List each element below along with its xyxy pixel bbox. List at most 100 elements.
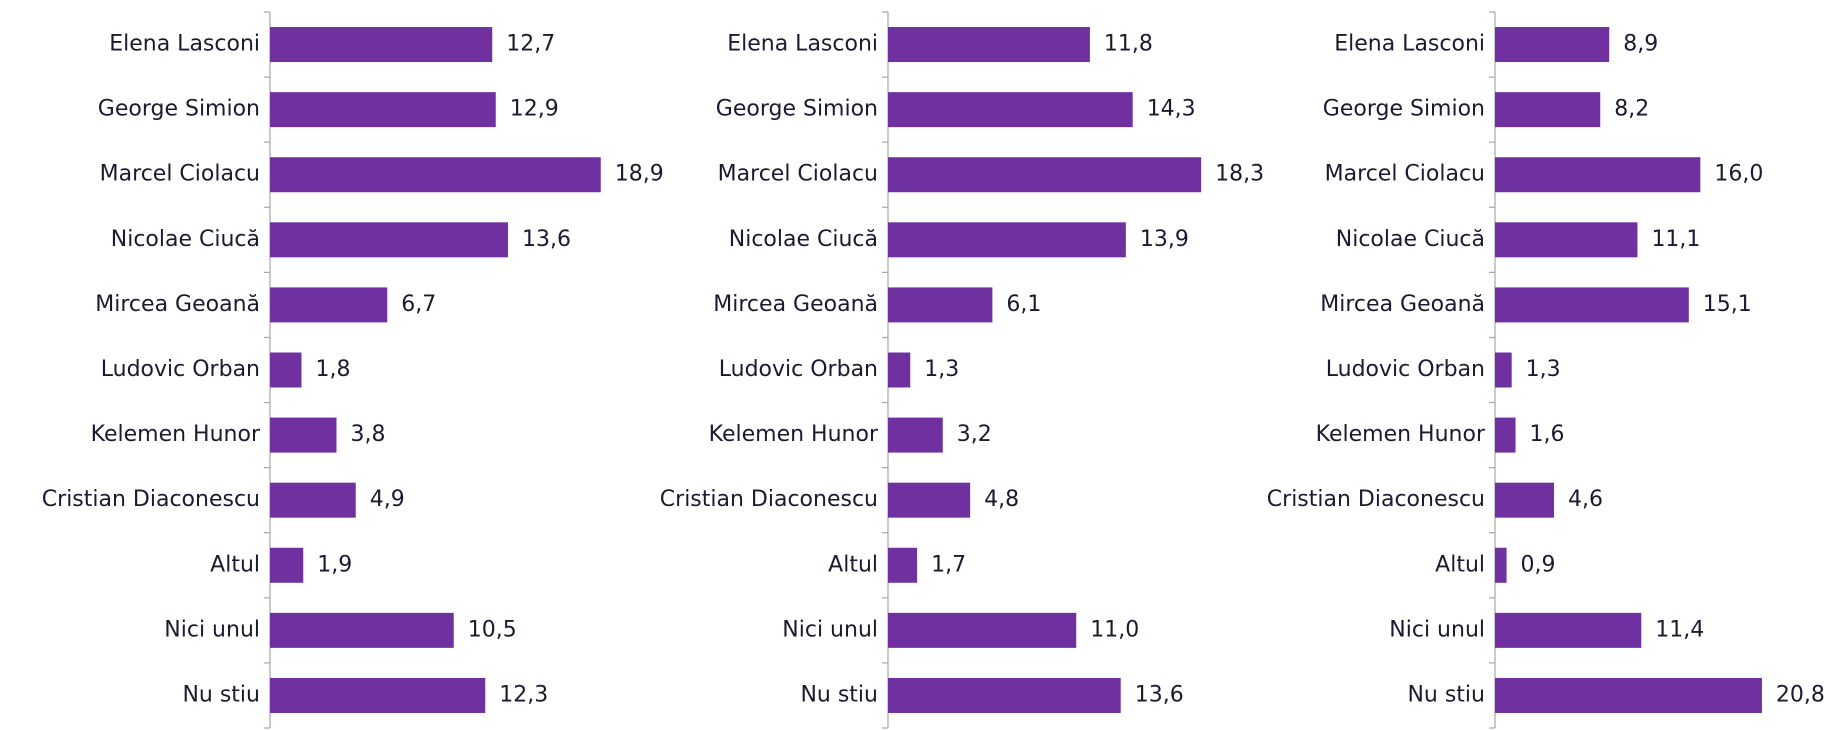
bar <box>270 352 302 388</box>
value-label: 4,8 <box>984 487 1019 512</box>
bar-chart: Elena Lasconi 8,9 George Simion 8,2 Marcel C… <box>1267 11 1825 729</box>
bar <box>888 92 1133 128</box>
category-label: Altul <box>210 552 260 577</box>
bar <box>888 352 911 388</box>
category-label: Mircea Geoană <box>713 292 878 317</box>
bar <box>270 677 486 713</box>
category-label: Nu stiu <box>800 682 878 707</box>
category-label: Kelemen Hunor <box>91 422 261 447</box>
category-label: Elena Lasconi <box>1334 32 1485 57</box>
bar <box>270 92 496 128</box>
bar <box>888 677 1121 713</box>
value-label: 6,7 <box>401 292 436 317</box>
value-label: 13,9 <box>1140 227 1189 252</box>
category-label: Nici unul <box>782 617 878 642</box>
category-label: Kelemen Hunor <box>709 422 879 447</box>
category-label: Nu stiu <box>1407 682 1485 707</box>
value-label: 15,1 <box>1703 292 1752 317</box>
category-label: George Simion <box>1323 97 1485 122</box>
category-label: George Simion <box>98 97 260 122</box>
value-label: 1,7 <box>931 552 966 577</box>
value-label: 10,5 <box>468 617 517 642</box>
value-label: 11,1 <box>1651 227 1700 252</box>
value-label: 16,0 <box>1714 162 1763 187</box>
bar <box>270 27 493 63</box>
value-label: 20,8 <box>1776 682 1825 707</box>
bar <box>1495 157 1701 193</box>
bar <box>270 547 304 583</box>
value-label: 11,0 <box>1090 617 1139 642</box>
value-label: 3,2 <box>957 422 992 447</box>
value-label: 13,6 <box>1135 682 1184 707</box>
value-label: 1,3 <box>1526 357 1561 382</box>
category-label: Nici unul <box>1389 617 1485 642</box>
category-label: Ludovic Orban <box>101 357 260 382</box>
value-label: 13,6 <box>522 227 571 252</box>
bar <box>1495 27 1610 63</box>
value-label: 12,9 <box>510 97 559 122</box>
category-label: Mircea Geoană <box>95 292 260 317</box>
value-label: 8,2 <box>1614 97 1649 122</box>
category-label: George Simion <box>716 97 878 122</box>
value-label: 11,8 <box>1104 32 1153 57</box>
category-label: Ludovic Orban <box>1326 357 1485 382</box>
value-label: 12,3 <box>499 682 548 707</box>
bar-chart: Elena Lasconi 11,8 George Simion 14,3 Marcel… <box>660 11 1264 729</box>
bar <box>1495 92 1601 128</box>
value-label: 12,7 <box>506 32 555 57</box>
bar <box>888 482 971 518</box>
bar <box>1495 352 1512 388</box>
bar <box>1495 547 1507 583</box>
category-label: Marcel Ciolacu <box>1325 162 1485 187</box>
value-label: 6,1 <box>1006 292 1041 317</box>
value-label: 4,6 <box>1568 487 1603 512</box>
category-label: Nu stiu <box>182 682 260 707</box>
value-label: 1,8 <box>316 357 351 382</box>
bar <box>1495 677 1762 713</box>
bar <box>270 287 388 323</box>
bar <box>888 222 1126 258</box>
category-label: Marcel Ciolacu <box>718 162 878 187</box>
bar-chart: Elena Lasconi 12,7 George Simion 12,9 Marcel… <box>42 11 664 729</box>
bar <box>888 287 993 323</box>
bar <box>888 417 943 453</box>
category-label: Cristian Diaconescu <box>1267 487 1485 512</box>
category-label: Nicolae Ciucă <box>111 227 260 252</box>
bar <box>888 547 918 583</box>
category-label: Elena Lasconi <box>727 32 878 57</box>
category-label: Cristian Diaconescu <box>42 487 260 512</box>
bar <box>270 222 508 258</box>
category-label: Nicolae Ciucă <box>1336 227 1485 252</box>
category-label: Cristian Diaconescu <box>660 487 878 512</box>
category-label: Altul <box>1435 552 1485 577</box>
bar <box>888 612 1077 648</box>
value-label: 18,3 <box>1215 162 1264 187</box>
value-label: 1,3 <box>924 357 959 382</box>
value-label: 0,9 <box>1521 552 1556 577</box>
value-label: 8,9 <box>1623 32 1658 57</box>
bar <box>270 482 356 518</box>
value-label: 1,9 <box>317 552 352 577</box>
category-label: Ludovic Orban <box>719 357 878 382</box>
category-label: Altul <box>828 552 878 577</box>
value-label: 11,4 <box>1655 617 1704 642</box>
bar <box>888 27 1090 63</box>
bar <box>1495 287 1689 323</box>
category-label: Mircea Geoană <box>1320 292 1485 317</box>
value-label: 14,3 <box>1147 97 1196 122</box>
bar <box>270 417 337 453</box>
value-label: 1,6 <box>1530 422 1565 447</box>
bar <box>1495 612 1642 648</box>
value-label: 18,9 <box>615 162 664 187</box>
category-label: Kelemen Hunor <box>1316 422 1486 447</box>
category-label: Nici unul <box>164 617 260 642</box>
category-label: Marcel Ciolacu <box>100 162 260 187</box>
value-label: 4,9 <box>370 487 405 512</box>
bar <box>1495 417 1516 453</box>
category-label: Elena Lasconi <box>109 32 260 57</box>
bar <box>1495 482 1555 518</box>
value-label: 3,8 <box>351 422 386 447</box>
bar <box>1495 222 1638 258</box>
bar <box>270 157 601 193</box>
